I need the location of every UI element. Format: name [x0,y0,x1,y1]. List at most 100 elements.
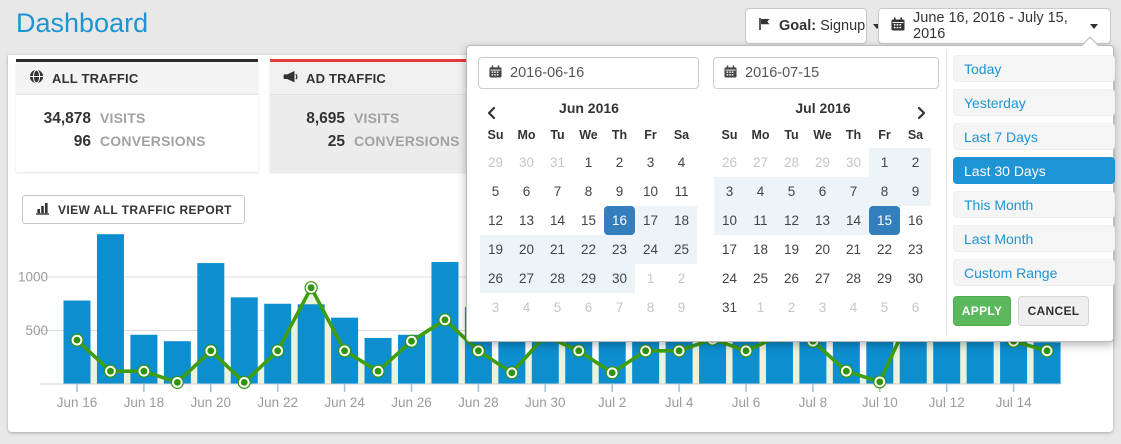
day-cell[interactable]: 28 [542,264,573,293]
range-preset-last-month[interactable]: Last Month [953,225,1115,252]
day-cell[interactable]: 1 [756,300,765,315]
day-cell[interactable]: 23 [907,242,924,257]
day-cell[interactable]: 8 [584,184,593,199]
range-preset-custom-range[interactable]: Custom Range [953,259,1115,286]
day-cell[interactable]: 9 [677,300,686,315]
day-cell[interactable]: 8 [646,300,655,315]
view-all-traffic-report-button[interactable]: VIEW ALL TRAFFIC REPORT [22,195,245,224]
day-cell[interactable]: 11 [745,206,776,235]
day-cell[interactable]: 24 [635,235,666,264]
day-cell[interactable]: 9 [900,177,931,206]
day-cell[interactable]: 21 [542,235,573,264]
day-cell[interactable]: 28 [845,271,862,286]
day-cell[interactable]: 6 [522,184,531,199]
day-cell[interactable]: 17 [635,206,666,235]
day-cell[interactable]: 12 [776,206,807,235]
day-cell[interactable]: 18 [752,242,769,257]
day-cell[interactable]: 1 [584,155,593,170]
day-cell[interactable]: 4 [522,300,531,315]
day-cell[interactable]: 22 [876,242,893,257]
range-preset-today[interactable]: Today [953,55,1115,82]
day-cell[interactable]: 5 [491,184,500,199]
day-cell[interactable]: 17 [721,242,738,257]
day-cell[interactable]: 7 [838,177,869,206]
day-cell[interactable]: 4 [677,155,686,170]
day-cell[interactable]: 2 [615,155,624,170]
day-cell[interactable]: 23 [604,235,635,264]
day-cell[interactable]: 3 [714,177,745,206]
day-cell[interactable]: 13 [518,213,535,228]
range-preset-this-month[interactable]: This Month [953,191,1115,218]
day-cell[interactable]: 19 [783,242,800,257]
selected-day-cell[interactable]: 16 [604,206,635,235]
apply-button[interactable]: APPLY [953,296,1011,326]
range-preset-yesterday[interactable]: Yesterday [953,89,1115,116]
day-cell[interactable]: 3 [491,300,500,315]
day-cell[interactable]: 21 [845,242,862,257]
day-cell[interactable]: 31 [549,155,566,170]
day-cell[interactable]: 28 [783,155,800,170]
day-cell[interactable]: 9 [615,184,624,199]
day-cell[interactable]: 26 [480,264,511,293]
next-month-icon[interactable] [911,101,931,120]
day-cell[interactable]: 14 [838,206,869,235]
day-cell[interactable]: 26 [783,271,800,286]
day-cell[interactable]: 22 [573,235,604,264]
day-cell[interactable]: 2 [900,148,931,177]
day-cell[interactable]: 27 [814,271,831,286]
day-cell[interactable]: 1 [869,148,900,177]
day-cell[interactable]: 25 [666,235,697,264]
day-cell[interactable]: 5 [553,300,562,315]
range-preset-last-7-days[interactable]: Last 7 Days [953,123,1115,150]
range-preset-last-30-days[interactable]: Last 30 Days [953,157,1115,184]
date-range-button[interactable]: June 16, 2016 - July 15, 2016 [878,8,1111,44]
cancel-button[interactable]: CANCEL [1018,296,1089,326]
day-cell[interactable]: 10 [642,184,659,199]
start-date-input[interactable]: 2016-06-16 [478,57,699,89]
day-cell[interactable]: 1 [646,271,655,286]
prev-month-icon[interactable] [481,101,501,120]
day-cell[interactable]: 12 [487,213,504,228]
day-cell[interactable]: 24 [721,271,738,286]
day-cell[interactable]: 10 [714,206,745,235]
day-cell[interactable]: 29 [814,155,831,170]
day-cell[interactable]: 29 [487,155,504,170]
day-cell[interactable]: 6 [807,177,838,206]
day-cell[interactable]: 20 [511,235,542,264]
day-cell[interactable]: 27 [752,155,769,170]
day-cell[interactable]: 30 [845,155,862,170]
day-cell[interactable]: 5 [880,300,889,315]
day-cell[interactable]: 2 [787,300,796,315]
day-cell[interactable]: 15 [580,213,597,228]
day-cell[interactable]: 3 [818,300,827,315]
day-cell[interactable]: 16 [907,213,924,228]
day-cell[interactable]: 8 [869,177,900,206]
day-cell[interactable]: 11 [674,184,689,199]
day-cell[interactable]: 30 [907,271,924,286]
day-cell[interactable]: 7 [553,184,562,199]
day-cell[interactable]: 2 [677,271,686,286]
day-cell[interactable]: 29 [573,264,604,293]
day-cell[interactable]: 4 [745,177,776,206]
day-cell[interactable]: 6 [584,300,593,315]
day-cell[interactable]: 13 [807,206,838,235]
day-cell[interactable]: 18 [666,206,697,235]
day-cell[interactable]: 19 [480,235,511,264]
day-cell[interactable]: 30 [604,264,635,293]
day-cell[interactable]: 3 [646,155,655,170]
day-cell[interactable]: 25 [752,271,769,286]
day-cell[interactable]: 20 [814,242,831,257]
day-cell[interactable]: 6 [911,300,920,315]
day-cell[interactable]: 31 [721,300,738,315]
day-cell[interactable]: 7 [615,300,624,315]
day-cell[interactable]: 26 [721,155,738,170]
day-cell[interactable]: 27 [511,264,542,293]
day-cell[interactable]: 5 [776,177,807,206]
selected-day-cell[interactable]: 15 [869,206,900,235]
day-cell[interactable]: 14 [549,213,566,228]
end-date-input[interactable]: 2016-07-15 [713,57,939,89]
goal-selector-button[interactable]: Goal: Signup [745,8,882,44]
day-cell[interactable]: 29 [876,271,893,286]
day-cell[interactable]: 4 [849,300,858,315]
day-cell[interactable]: 30 [518,155,535,170]
